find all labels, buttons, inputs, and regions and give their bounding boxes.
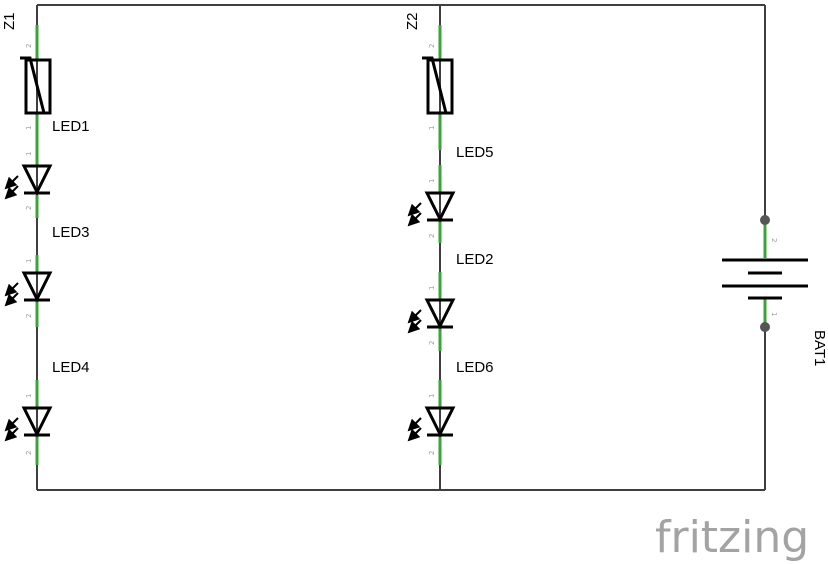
led-led5: 1 2 xyxy=(407,165,456,243)
pin-label: 2 xyxy=(25,314,33,318)
pin-label: 1 xyxy=(770,312,778,316)
led-led3: 1 2 xyxy=(4,255,53,327)
pin-label: 2 xyxy=(428,341,436,345)
pin-label: 1 xyxy=(428,179,436,183)
pin-label: 1 xyxy=(25,394,33,398)
circuit-wires xyxy=(36,4,766,491)
led3-label: LED3 xyxy=(52,224,90,241)
z1-label: Z1 xyxy=(1,12,18,30)
pin-label: 1 xyxy=(428,394,436,398)
led5-label: LED5 xyxy=(456,144,494,161)
pin-label: 2 xyxy=(25,451,33,455)
led1-label: LED1 xyxy=(52,118,90,135)
led2-label: LED2 xyxy=(456,251,494,268)
pin-label: 1 xyxy=(25,126,33,130)
varistor-z1: 2 1 Z1 xyxy=(1,12,52,150)
pin-label: 2 xyxy=(428,234,436,238)
led6-label: LED6 xyxy=(456,359,494,376)
led-led6: 1 2 xyxy=(407,380,456,465)
pin-label: 1 xyxy=(25,152,33,156)
pin-label: 2 xyxy=(428,44,436,48)
led4-label: LED4 xyxy=(52,359,90,376)
fritzing-watermark: fritzing xyxy=(655,512,809,563)
pin-label: 2 xyxy=(428,451,436,455)
pin-label: 1 xyxy=(428,126,436,130)
pin-label: 1 xyxy=(428,286,436,290)
led-led2: 1 2 xyxy=(407,272,456,351)
battery-bat1: 2 1 BAT1 xyxy=(722,210,828,366)
bat1-label: BAT1 xyxy=(811,330,828,366)
led-led1: 1 2 xyxy=(4,150,53,218)
pin-label: 2 xyxy=(25,44,33,48)
pin-label: 2 xyxy=(770,238,778,242)
varistor-z2: 2 1 Z2 xyxy=(404,12,454,150)
z2-label: Z2 xyxy=(404,12,421,30)
pin-label: 1 xyxy=(25,259,33,263)
led-led4: 1 2 xyxy=(4,380,53,465)
pin-label: 2 xyxy=(25,206,33,210)
